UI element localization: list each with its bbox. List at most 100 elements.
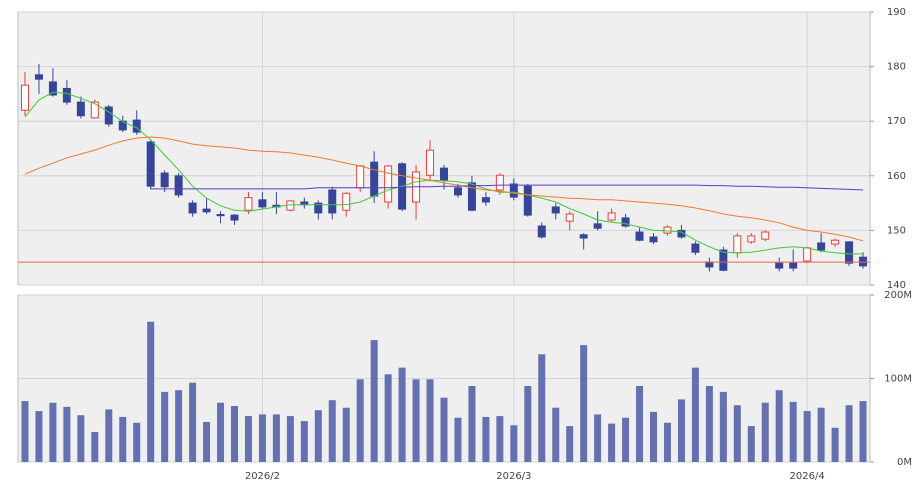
volume-bar: [328, 400, 336, 462]
candle-body: [244, 197, 253, 211]
volume-bar: [789, 401, 797, 462]
candle-body: [314, 202, 323, 214]
volume-bar: [21, 401, 29, 462]
volume-bar: [189, 382, 197, 462]
volume-bar: [398, 367, 406, 462]
candle-body: [328, 189, 337, 214]
candle-body: [593, 223, 602, 229]
candle-body: [537, 225, 546, 238]
volume-bar: [49, 402, 57, 462]
candle-body: [426, 149, 435, 176]
volume-bar: [77, 415, 85, 462]
candle-body: [20, 84, 29, 111]
volume-bar: [286, 416, 294, 462]
y-tick-label: 150: [887, 225, 906, 236]
volume-bar: [845, 405, 853, 462]
candle-body: [453, 187, 462, 196]
volume-bar: [691, 367, 699, 462]
candle-body: [705, 261, 714, 268]
volume-bar: [454, 417, 462, 462]
moving-average-line: [150, 184, 864, 191]
candle-body: [775, 262, 784, 269]
volume-bar: [272, 414, 280, 462]
volume-bar: [747, 426, 755, 462]
candle-body: [831, 239, 840, 245]
volume-bar: [831, 427, 839, 462]
candle-body: [48, 81, 57, 96]
candle-body: [440, 167, 448, 181]
candle-body: [509, 183, 518, 198]
candle-body: [845, 241, 854, 264]
volume-bar: [412, 379, 420, 462]
y-tick-label: 100M: [884, 374, 912, 385]
candle-body: [663, 226, 672, 234]
volume-bar: [384, 374, 392, 462]
candle-body: [216, 214, 225, 217]
volume-bar: [217, 402, 225, 462]
y-tick-label: 190: [887, 7, 906, 18]
volume-bar: [677, 399, 685, 462]
candle-body: [230, 214, 239, 221]
candle-body: [258, 199, 267, 208]
y-tick-label: 200M: [884, 290, 912, 301]
candle-body: [342, 192, 351, 211]
volume-bar: [482, 416, 490, 462]
volume-bar: [775, 390, 783, 462]
y-tick-label: 140: [887, 280, 906, 291]
volume-bar: [552, 407, 560, 462]
volume-bar: [314, 410, 322, 462]
candle-body: [859, 256, 868, 267]
volume-bar: [803, 411, 811, 462]
volume-bar: [161, 391, 169, 462]
candle-body: [565, 213, 574, 222]
candle-body: [34, 74, 43, 80]
price-panel: [17, 11, 871, 286]
candle-body: [188, 202, 197, 214]
volume-bar: [300, 421, 308, 462]
x-tick-label: 2026/4: [790, 471, 825, 482]
volume-bar: [859, 401, 867, 462]
candle-body: [817, 242, 826, 251]
candle-body: [733, 235, 742, 254]
volume-bar: [566, 426, 574, 462]
candle-body: [90, 101, 99, 119]
volume-bar: [63, 406, 71, 462]
candle-body: [202, 208, 211, 213]
candle-body: [747, 235, 756, 243]
x-tick-label: 2026/3: [496, 471, 531, 482]
y-tick-label: 180: [887, 62, 906, 73]
candle-body: [761, 231, 770, 240]
volume-bar: [258, 414, 266, 462]
candle-body: [356, 165, 365, 189]
volume-bar: [761, 402, 769, 462]
volume-bar: [342, 407, 350, 462]
candle-body: [370, 161, 379, 197]
candle-body: [481, 197, 490, 203]
volume-bar: [133, 422, 141, 462]
volume-bar: [203, 421, 211, 462]
moving-average-line: [24, 136, 864, 242]
volume-bar: [244, 416, 252, 462]
candle-body: [467, 182, 476, 211]
volume-bar: [580, 345, 588, 462]
candle-body: [607, 212, 616, 221]
candle-body: [789, 262, 798, 269]
volume-bar: [356, 379, 364, 462]
volume-bar: [622, 417, 630, 462]
y-tick-label: 160: [887, 171, 906, 182]
candle-body: [160, 172, 169, 188]
candle-body: [104, 106, 113, 125]
candle-body: [495, 174, 504, 191]
volume-bar: [719, 391, 727, 462]
candle-body: [621, 217, 630, 227]
volume-bar: [496, 416, 504, 462]
candle-body: [579, 234, 588, 239]
x-tick-label: 2026/2: [245, 471, 280, 482]
candle-body: [76, 101, 85, 117]
candle-body: [803, 247, 812, 262]
volume-bar: [636, 386, 644, 462]
volume-bar: [538, 354, 546, 462]
volume-bar: [35, 411, 43, 462]
candle-body: [523, 185, 532, 216]
